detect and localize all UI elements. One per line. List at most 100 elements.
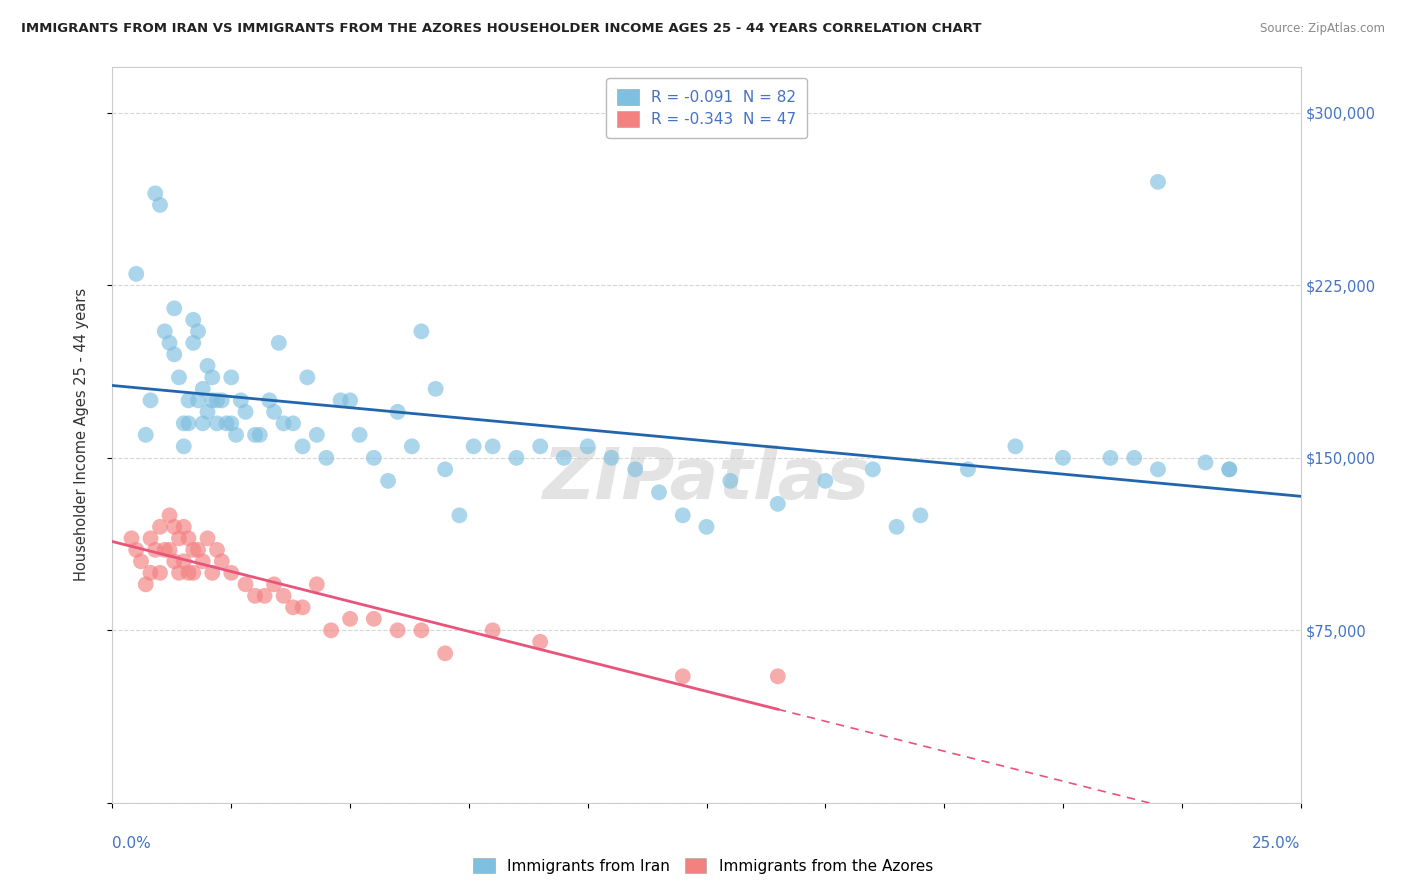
Point xyxy=(281,417,304,431)
Point xyxy=(600,450,623,465)
Point xyxy=(177,417,200,431)
Point xyxy=(576,439,599,453)
Point xyxy=(267,335,290,350)
Point xyxy=(291,439,314,453)
Point xyxy=(1123,450,1146,465)
Point xyxy=(273,589,295,603)
Point xyxy=(434,646,457,660)
Point xyxy=(387,624,409,638)
Point xyxy=(235,577,257,591)
Point xyxy=(139,566,162,580)
Point xyxy=(263,577,285,591)
Point xyxy=(125,267,148,281)
Legend: R = -0.091  N = 82, R = -0.343  N = 47: R = -0.091 N = 82, R = -0.343 N = 47 xyxy=(606,78,807,137)
Point xyxy=(191,382,214,396)
Point xyxy=(281,600,304,615)
Point xyxy=(159,508,181,523)
Point xyxy=(225,428,247,442)
Point xyxy=(187,542,209,557)
Point xyxy=(529,635,551,649)
Point xyxy=(1147,462,1170,476)
Point xyxy=(149,198,172,212)
Point xyxy=(197,405,219,419)
Point xyxy=(135,577,157,591)
Point xyxy=(718,474,741,488)
Point xyxy=(305,428,328,442)
Point xyxy=(173,520,195,534)
Point xyxy=(173,554,195,568)
Point xyxy=(163,301,186,316)
Point xyxy=(481,624,503,638)
Point xyxy=(167,370,190,384)
Point xyxy=(191,554,214,568)
Point xyxy=(139,393,162,408)
Point xyxy=(163,554,186,568)
Point xyxy=(143,542,166,557)
Point xyxy=(425,382,447,396)
Point xyxy=(1147,175,1170,189)
Point xyxy=(263,405,285,419)
Point xyxy=(211,393,233,408)
Point xyxy=(153,324,176,338)
Point xyxy=(215,417,238,431)
Point xyxy=(339,612,361,626)
Point xyxy=(181,335,204,350)
Point xyxy=(529,439,551,453)
Point xyxy=(243,428,266,442)
Point xyxy=(229,393,252,408)
Point xyxy=(163,347,186,361)
Point xyxy=(481,439,503,453)
Point xyxy=(177,393,200,408)
Point xyxy=(177,566,200,580)
Point xyxy=(243,589,266,603)
Point xyxy=(1218,462,1240,476)
Point xyxy=(205,417,228,431)
Point xyxy=(197,532,219,546)
Point xyxy=(197,359,219,373)
Text: ZIPatlas: ZIPatlas xyxy=(543,444,870,514)
Point xyxy=(624,462,647,476)
Point xyxy=(315,450,337,465)
Point xyxy=(181,313,204,327)
Point xyxy=(219,370,243,384)
Point xyxy=(449,508,471,523)
Point xyxy=(672,508,695,523)
Point xyxy=(159,335,181,350)
Point xyxy=(167,566,190,580)
Point xyxy=(211,554,233,568)
Text: IMMIGRANTS FROM IRAN VS IMMIGRANTS FROM THE AZORES HOUSEHOLDER INCOME AGES 25 - : IMMIGRANTS FROM IRAN VS IMMIGRANTS FROM … xyxy=(21,22,981,36)
Point xyxy=(201,393,224,408)
Point xyxy=(163,520,186,534)
Point xyxy=(297,370,319,384)
Point xyxy=(121,532,143,546)
Point xyxy=(129,554,152,568)
Point xyxy=(956,462,979,476)
Point xyxy=(187,393,209,408)
Point xyxy=(553,450,575,465)
Point xyxy=(1004,439,1026,453)
Point xyxy=(149,520,172,534)
Point xyxy=(153,542,176,557)
Point xyxy=(1052,450,1074,465)
Point xyxy=(862,462,884,476)
Point xyxy=(191,417,214,431)
Point xyxy=(173,439,195,453)
Point xyxy=(273,417,295,431)
Point xyxy=(329,393,352,408)
Point xyxy=(253,589,276,603)
Point xyxy=(766,497,789,511)
Point xyxy=(177,532,200,546)
Point xyxy=(434,462,457,476)
Point xyxy=(205,393,228,408)
Point xyxy=(401,439,423,453)
Point xyxy=(1194,455,1216,469)
Point xyxy=(886,520,908,534)
Point xyxy=(910,508,932,523)
Point xyxy=(201,370,224,384)
Point xyxy=(219,417,243,431)
Point xyxy=(291,600,314,615)
Point xyxy=(201,566,224,580)
Point xyxy=(814,474,837,488)
Point xyxy=(219,566,243,580)
Point xyxy=(159,542,181,557)
